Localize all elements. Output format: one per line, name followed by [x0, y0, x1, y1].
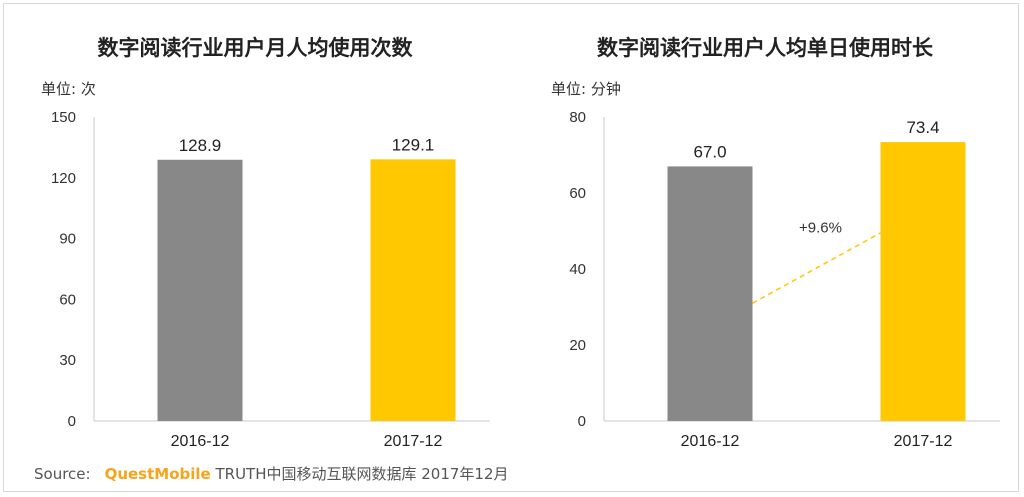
y-tick-label: 150	[51, 109, 76, 126]
bar	[667, 166, 753, 421]
bar-chart-svg: 0 20 40 60 80 67.0 2016-12 73.4 2017-12 +9.6%	[569, 109, 1000, 450]
chart-daily-usage-duration: 数字阅读行业用户人均单日使用时长 单位: 分钟 0 20 40 60 80 67.0 201…	[530, 0, 1000, 460]
source-text: TRUTH中国移动互联网数据库 2017年12月	[210, 465, 509, 483]
y-tick-label: 40	[569, 261, 586, 278]
y-tick-label: 80	[569, 109, 586, 126]
unit-label: 单位: 次	[41, 80, 96, 98]
data-label: 67.0	[693, 142, 726, 161]
data-label: 128.9	[179, 136, 222, 155]
bar	[880, 142, 966, 421]
chart-title: 数字阅读行业用户月人均使用次数	[97, 36, 413, 60]
source-prefix: Source:	[34, 465, 91, 483]
y-tick-label: 120	[51, 170, 76, 187]
bar	[370, 159, 456, 421]
unit-label: 单位: 分钟	[551, 80, 621, 98]
chart-frame	[3, 3, 1019, 492]
y-tick-label: 20	[569, 337, 586, 354]
growth-annotation: +9.6%	[799, 220, 842, 237]
chart-title: 数字阅读行业用户人均单日使用时长	[597, 36, 933, 60]
source-note: Source: QuestMobile TRUTH中国移动互联网数据库 2017年…	[34, 463, 509, 484]
x-tick-label: 2016-12	[171, 433, 230, 450]
data-label: 73.4	[906, 118, 939, 137]
y-tick-label: 0	[578, 413, 586, 430]
source-brand: QuestMobile	[104, 465, 211, 483]
bar	[157, 159, 243, 421]
y-tick-label: 90	[59, 231, 76, 248]
y-tick-label: 0	[68, 413, 76, 430]
x-tick-label: 2016-12	[681, 433, 740, 450]
x-tick-label: 2017-12	[384, 433, 443, 450]
trend-dashed-line	[752, 232, 881, 304]
data-label: 129.1	[392, 135, 435, 154]
y-tick-label: 60	[59, 291, 76, 308]
y-tick-label: 30	[59, 352, 76, 369]
chart-monthly-usage-count: 数字阅读行业用户月人均使用次数 单位: 次 0 30 60 90 120 150 128.9…	[20, 0, 490, 460]
x-tick-label: 2017-12	[894, 433, 953, 450]
y-tick-label: 60	[569, 185, 586, 202]
bar-chart-svg: 0 30 60 90 120 150 128.9 2016-12 129.1 2017-12	[51, 109, 490, 450]
